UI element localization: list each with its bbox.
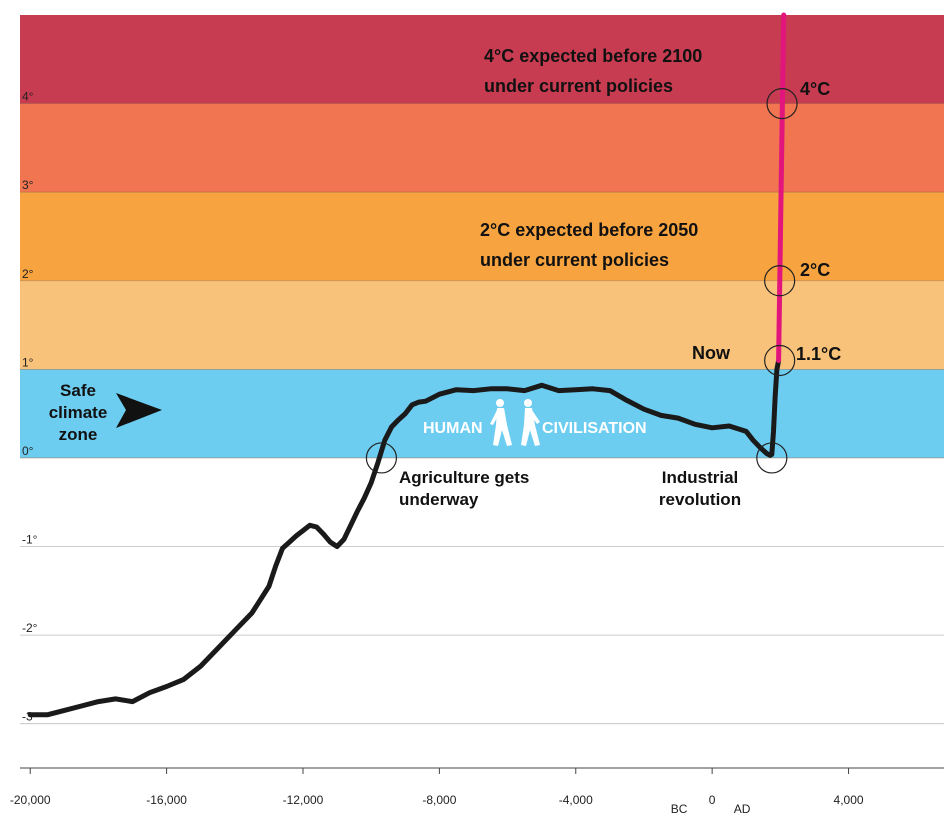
human-label: HUMAN	[423, 420, 483, 437]
x-tick-label: -4,000	[559, 793, 593, 807]
y-tick-label: 4°	[22, 90, 34, 104]
industrial-label-2: revolution	[659, 490, 741, 509]
marker-circle	[766, 87, 798, 120]
safe-zone-label-2: climate	[49, 403, 108, 422]
x-tick-label: 4,000	[834, 793, 864, 807]
safe-zone-label-3: zone	[59, 425, 98, 444]
temp-band-4	[20, 369, 944, 458]
temp-band-1	[20, 103, 944, 193]
walking-person-icon	[521, 399, 540, 446]
x-tick-label: -8,000	[422, 793, 456, 807]
safe-zone-label-1: Safe	[60, 381, 96, 400]
two-c-label: 2°C	[800, 260, 830, 280]
y-tick-label: 1°	[22, 355, 34, 369]
agriculture-label-1: Agriculture gets	[399, 468, 529, 487]
y-tick-label: -2°	[22, 621, 38, 635]
marker-circles	[365, 87, 798, 474]
two-degree-note-line1: 2°C expected before 2050	[480, 220, 698, 240]
temp-band-2	[20, 192, 944, 281]
x-tick-label: -16,000	[146, 793, 187, 807]
arrow-right-icon	[116, 393, 162, 428]
projection-line	[776, 12, 787, 363]
temp-band-3	[20, 280, 944, 370]
x-tick-label: 0	[709, 793, 716, 807]
bc-label: BC	[671, 802, 688, 816]
y-tick-label: -1°	[22, 533, 38, 547]
civilisation-label: CIVILISATION	[542, 420, 647, 437]
marker-circle	[365, 442, 398, 474]
agriculture-label-2: underway	[399, 490, 479, 509]
x-tick-label: -12,000	[283, 793, 324, 807]
two-degree-note-line2: under current policies	[480, 250, 669, 270]
temp-band-0	[20, 15, 944, 104]
marker-circle	[756, 442, 788, 474]
marker-circle	[764, 344, 796, 377]
industrial-label-1: Industrial	[662, 468, 739, 487]
x-axis: -20,000 -16,000 -12,000 -8,000 -4,000 0 4,000 B…	[10, 767, 944, 816]
gridlines	[20, 103, 944, 725]
four-degree-note-line2: under current policies	[484, 76, 673, 96]
ad-label: AD	[734, 802, 751, 816]
y-tick-label: 0°	[22, 444, 34, 458]
now-label: Now	[692, 343, 731, 363]
y-tick-label: 2°	[22, 267, 34, 281]
x-tick-label: -20,000	[10, 793, 51, 807]
four-c-label: 4°C	[800, 79, 830, 99]
now-value-label: 1.1°C	[796, 344, 841, 364]
walking-person-icon	[490, 399, 512, 446]
y-tick-label: 3°	[22, 178, 34, 192]
temperature-bands	[20, 15, 944, 458]
marker-circle	[764, 265, 796, 297]
temperature-history-line	[27, 358, 782, 718]
series-lines	[27, 12, 787, 718]
four-degree-note-line1: 4°C expected before 2100	[484, 46, 702, 66]
